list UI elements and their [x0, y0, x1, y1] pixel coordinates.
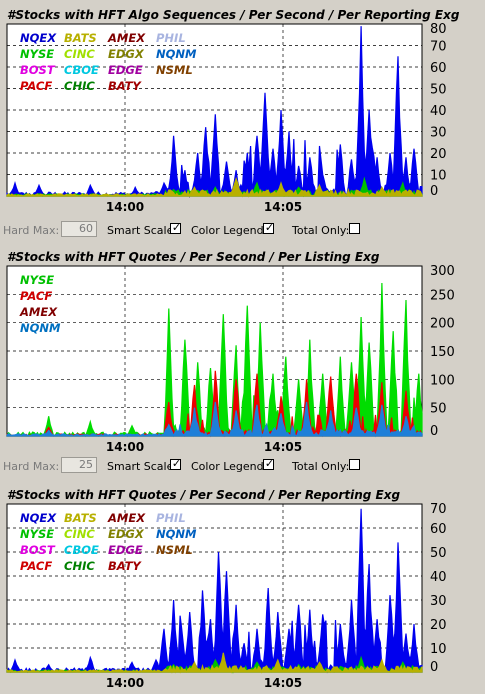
legend-item-bats: BATS: [64, 511, 97, 525]
x-tick-label: 14:05: [264, 676, 302, 690]
hard-max-input[interactable]: 25: [61, 457, 97, 473]
legend-item-nsml: NSML: [156, 63, 193, 77]
chart-title: #Stocks with HFT Quotes / Per Second / P…: [7, 488, 400, 502]
legend-item-cinc: CINC: [64, 47, 95, 61]
legend-item-baty: BATY: [108, 79, 142, 93]
legend-item-nqnm: NQNM: [156, 47, 197, 61]
legend-item-nqex: NQEX: [20, 511, 57, 525]
smart-scale-checkbox[interactable]: ✓: [170, 221, 182, 234]
legend-item-amex: AMEX: [19, 305, 58, 319]
legend-item-nqex: NQEX: [20, 31, 57, 45]
legend-item-edgx: EDGX: [108, 47, 145, 61]
smart-scale-checkbox[interactable]: ✓: [170, 457, 182, 470]
checkmark-icon: ✓: [171, 221, 182, 234]
y-tick-label: 60: [430, 522, 447, 537]
legend-item-amex: AMEX: [107, 511, 146, 525]
total-only-label: Total Only:: [292, 460, 350, 473]
legend-item-nqnm: NQNM: [156, 527, 197, 541]
legend-item-phil: PHIL: [156, 31, 186, 45]
legend-item-chic: CHIC: [64, 559, 95, 573]
y-tick-label: 0: [430, 184, 438, 199]
legend-item-bost: BOST: [20, 63, 56, 77]
hard-max-label: Hard Max:: [3, 224, 60, 237]
series-area-bats: [6, 176, 423, 198]
y-tick-label: 40: [430, 570, 447, 585]
color-legend-label: Color Legend:: [191, 460, 268, 473]
y-tick-label: 30: [430, 126, 447, 141]
legend-item-chic: CHIC: [64, 79, 95, 93]
hard-max-label: Hard Max:: [3, 460, 60, 473]
y-tick-label: 250: [430, 288, 455, 303]
legend-item-amex: AMEX: [107, 31, 146, 45]
checkmark-icon: ✓: [264, 457, 275, 470]
chart-controls-1: Hard Max: 60 Smart Scale: ✓ Color Legend…: [0, 220, 485, 242]
y-tick-label: 100: [430, 373, 455, 388]
total-only-checkbox[interactable]: [349, 459, 360, 470]
legend-item-bats: BATS: [64, 31, 97, 45]
total-only-label: Total Only:: [292, 224, 350, 237]
x-tick-label: 14:05: [264, 200, 302, 214]
smart-scale-label: Smart Scale:: [107, 460, 178, 473]
y-tick-label: 60: [430, 61, 447, 76]
series-area-bats: [6, 652, 423, 674]
y-tick-label: 70: [430, 502, 447, 517]
listing-exg-chart: #Stocks with HFT Quotes / Per Second / P…: [6, 250, 455, 454]
algo-sequences-chart: #Stocks with HFT Algo Sequences / Per Se…: [6, 8, 460, 214]
color-legend-checkbox[interactable]: ✓: [263, 457, 275, 470]
checkmark-icon: ✓: [171, 457, 182, 470]
y-tick-label: 50: [430, 83, 447, 98]
y-tick-label: 0: [430, 660, 438, 675]
chart-panel-quotes-reporting-exg: #Stocks with HFT Quotes / Per Second / P…: [0, 480, 485, 694]
y-tick-label: 50: [430, 402, 447, 417]
y-tick-label: 150: [430, 345, 455, 360]
legend-item-cboe: CBOE: [64, 543, 99, 557]
total-only-checkbox[interactable]: [349, 223, 360, 234]
legend-item-nyse: NYSE: [20, 273, 54, 287]
y-tick-label: 30: [430, 594, 447, 609]
color-legend-label: Color Legend:: [191, 224, 268, 237]
legend-item-edge: EDGE: [108, 543, 143, 557]
hard-max-input[interactable]: 60: [61, 221, 97, 237]
legend-item-nyse: NYSE: [20, 527, 54, 541]
y-tick-label: 20: [430, 618, 447, 633]
x-tick-label: 14:00: [106, 200, 144, 214]
series-area-nqnm: [6, 401, 423, 438]
legend-item-edge: EDGE: [108, 63, 143, 77]
y-tick-label: 200: [430, 317, 455, 332]
x-tick-label: 14:05: [264, 440, 302, 454]
legend-item-cboe: CBOE: [64, 63, 99, 77]
chart-title: #Stocks with HFT Quotes / Per Second / P…: [7, 250, 380, 264]
chart-title: #Stocks with HFT Algo Sequences / Per Se…: [7, 8, 460, 22]
y-tick-label: 80: [430, 22, 447, 37]
y-tick-label: 300: [430, 264, 455, 279]
legend-item-cinc: CINC: [64, 527, 95, 541]
legend-item-edgx: EDGX: [108, 527, 145, 541]
y-tick-label: 70: [430, 40, 447, 55]
legend-item-pacf: PACF: [20, 559, 52, 573]
legend-item-nsml: NSML: [156, 543, 193, 557]
y-tick-label: 10: [430, 169, 447, 184]
smart-scale-label: Smart Scale:: [107, 224, 178, 237]
legend-item-nyse: NYSE: [20, 47, 54, 61]
legend-item-phil: PHIL: [156, 511, 186, 525]
chart-panel-listing-exg: #Stocks with HFT Quotes / Per Second / P…: [0, 242, 485, 460]
legend-item-pacf: PACF: [20, 289, 52, 303]
legend-item-nqnm: NQNM: [20, 321, 61, 335]
chart-panel-algo-sequences: #Stocks with HFT Algo Sequences / Per Se…: [0, 0, 485, 220]
legend-item-bost: BOST: [20, 543, 56, 557]
y-tick-label: 40: [430, 104, 447, 119]
checkmark-icon: ✓: [264, 221, 275, 234]
y-tick-label: 0: [430, 424, 438, 439]
y-tick-label: 20: [430, 147, 447, 162]
quotes-reporting-chart: #Stocks with HFT Quotes / Per Second / P…: [6, 488, 447, 690]
color-legend-checkbox[interactable]: ✓: [263, 221, 275, 234]
y-tick-label: 50: [430, 546, 447, 561]
y-tick-label: 10: [430, 642, 447, 657]
legend-item-pacf: PACF: [20, 79, 52, 93]
x-tick-label: 14:00: [106, 676, 144, 690]
legend-item-baty: BATY: [108, 559, 142, 573]
chart-controls-2: Hard Max: 25 Smart Scale: ✓ Color Legend…: [0, 456, 485, 478]
x-tick-label: 14:00: [106, 440, 144, 454]
